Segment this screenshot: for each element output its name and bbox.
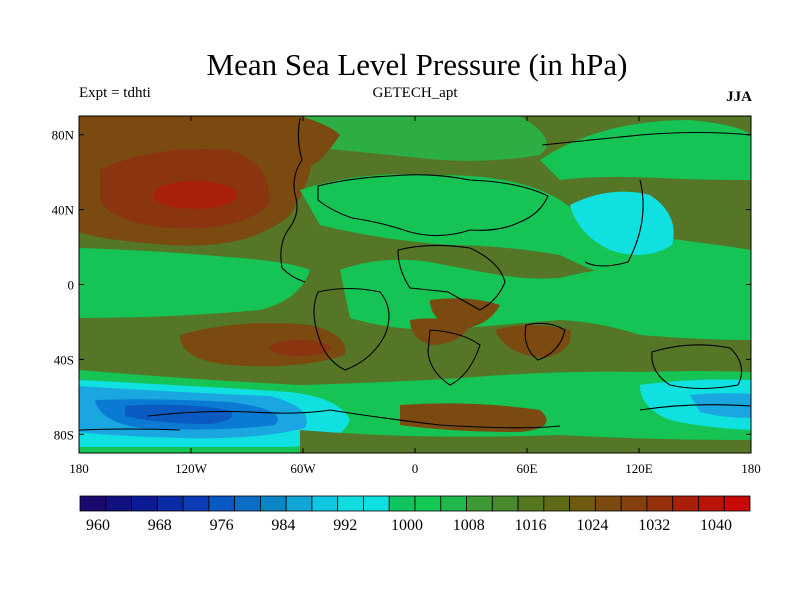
lat-label: 80S: [54, 427, 74, 442]
colorbar-swatch: [363, 495, 390, 512]
pressure-region-asia-monsoon-low: [570, 191, 674, 255]
colorbar-swatch: [337, 495, 364, 512]
pressure-region-antarctic-interior: [300, 430, 751, 453]
colorbar-swatch: [311, 495, 339, 512]
pressure-region-arctic-green: [300, 116, 547, 161]
coastlines: [79, 117, 751, 431]
colorbar-swatch: [208, 495, 236, 512]
colorbar-swatch: [594, 495, 622, 512]
colorbar-swatch: [620, 495, 648, 512]
colorbar-label: 1008: [453, 517, 485, 534]
colorbar-swatch: [466, 495, 493, 512]
colorbar-label: 968: [148, 517, 172, 534]
colorbar-swatch: [259, 495, 287, 512]
colorbar-swatch: [723, 495, 751, 512]
colorbar-label: 1024: [576, 517, 608, 534]
lat-label: 40S: [54, 352, 74, 367]
colorbar: 960 968 976 984 992 1000 1008 1016 1024 1032 1040: [79, 495, 751, 534]
colorbar-label: 984: [271, 517, 295, 534]
experiment-label: Expt = tdhti: [79, 85, 151, 101]
colorbar-swatch: [79, 495, 107, 512]
latitude-axis: 80N 40N 0 40S 80S: [52, 128, 751, 442]
colorbar-label: 976: [210, 517, 234, 534]
pressure-region-south-atlantic-high: [495, 325, 571, 358]
pressure-region-asia-green: [540, 120, 751, 180]
colorbar-swatch: [388, 495, 416, 512]
colorbar-label: 1032: [638, 517, 670, 534]
colorbar-label: 1040: [700, 517, 732, 534]
lat-label: 80N: [52, 128, 75, 143]
colorbar-swatch: [491, 495, 519, 512]
colorbar-label: 992: [333, 517, 357, 534]
lat-label: 0: [68, 278, 75, 293]
colorbar-swatch: [543, 495, 571, 512]
colorbar-label: 1016: [515, 517, 547, 534]
colorbar-swatch: [182, 495, 210, 512]
pressure-region-east-pacific-green: [79, 248, 310, 318]
dataset-label: GETECH_apt: [372, 85, 458, 101]
colorbar-swatch: [672, 495, 699, 512]
lon-label: 120W: [175, 461, 208, 476]
lon-label: 60W: [290, 461, 316, 476]
lon-label: 0: [412, 461, 419, 476]
lon-label: 180: [741, 461, 761, 476]
lon-label: 60E: [517, 461, 538, 476]
colorbar-swatch: [131, 495, 158, 512]
colorbar-swatch: [517, 495, 545, 512]
pressure-region-north-atlantic: [300, 116, 340, 175]
lon-label: 120E: [625, 461, 653, 476]
lon-label: 180: [69, 461, 89, 476]
lat-label: 40N: [52, 203, 75, 218]
colorbar-swatch: [156, 495, 184, 512]
colorbar-swatch: [569, 495, 596, 512]
colorbar-swatch: [698, 495, 725, 512]
pressure-region-north-pacific-max: [153, 181, 237, 209]
colorbar-swatch: [414, 495, 442, 512]
colorbar-swatch: [105, 495, 132, 512]
chart-title: Mean Sea Level Pressure (in hPa): [206, 47, 628, 82]
colorbar-swatch: [234, 495, 261, 512]
season-label: JJA: [726, 89, 752, 105]
pressure-region-south-pacific-core: [270, 340, 330, 356]
colorbar-swatch: [285, 495, 313, 512]
colorbar-label: 1000: [391, 517, 423, 534]
pressure-region-indian-ocean-high: [410, 318, 470, 345]
colorbar-label: 960: [86, 517, 110, 534]
colorbar-swatch: [646, 495, 674, 512]
pressure-region-southern-ocean-deepblue: [125, 404, 233, 424]
pressure-region-indian-southern-lightblue: [690, 393, 751, 418]
longitude-axis: 180 120W 60W 0 60E 120E 180: [69, 116, 761, 476]
colorbar-swatch: [440, 495, 467, 512]
